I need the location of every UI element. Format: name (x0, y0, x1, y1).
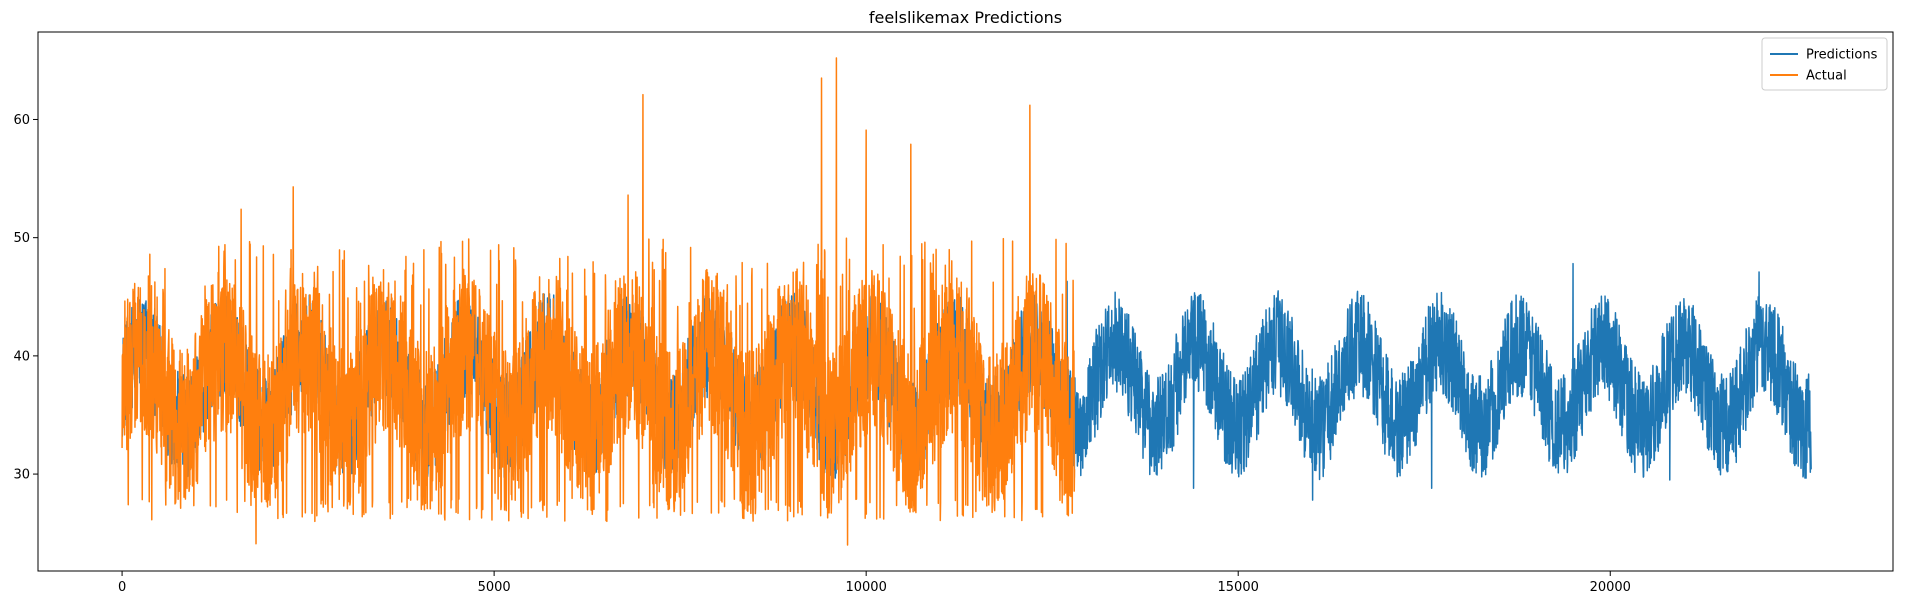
axes-frame (37, 31, 1894, 572)
y-axis: 30 40 50 60 (13, 113, 38, 483)
legend-label: Predictions (1806, 48, 1878, 63)
y-tick-label: 50 (13, 231, 30, 246)
x-tick-label: 20000 (1590, 580, 1631, 595)
x-tick-label: 5000 (478, 580, 511, 595)
y-tick-label: 60 (13, 113, 30, 128)
y-tick-label: 40 (13, 349, 30, 364)
legend-label: Actual (1806, 69, 1847, 84)
legend-box (1761, 37, 1888, 91)
chart-title: feelslikemax Predictions (869, 8, 1062, 27)
x-axis: 0 5000 10000 15000 20000 (118, 571, 1631, 595)
x-tick-label: 15000 (1218, 580, 1259, 595)
x-tick-label: 10000 (845, 580, 886, 595)
x-tick-label: 0 (118, 580, 126, 595)
series-layer (121, 57, 1812, 546)
series-line-actual (121, 57, 1076, 546)
legend: Predictions Actual (1761, 37, 1888, 91)
y-tick-label: 30 (13, 468, 30, 483)
